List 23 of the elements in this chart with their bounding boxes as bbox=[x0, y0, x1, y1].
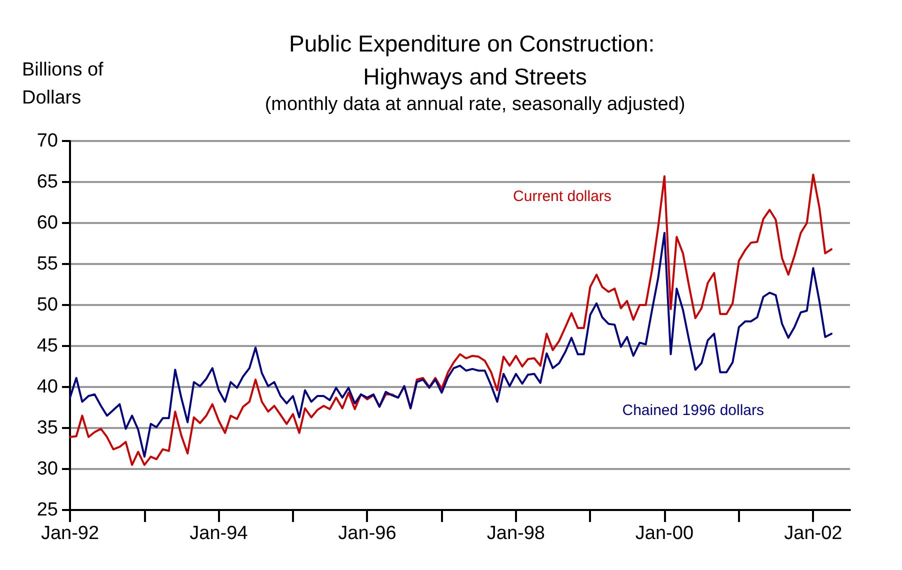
y-tick-label: 70 bbox=[36, 130, 58, 152]
x-tick-label: Jan-96 bbox=[338, 523, 396, 544]
text: Chained 1996 dollars bbox=[622, 402, 764, 419]
y-tick-label: 25 bbox=[36, 500, 58, 520]
x-tick-label: Jan-00 bbox=[635, 523, 694, 544]
line-series bbox=[69, 174, 832, 466]
y-tick-label: 60 bbox=[36, 212, 58, 234]
y-tick-label: 45 bbox=[36, 336, 58, 356]
y-tick-label: 65 bbox=[36, 172, 58, 192]
text: Current dollars bbox=[513, 188, 612, 205]
y-tick-label: 50 bbox=[36, 294, 58, 316]
y-axis-title: Billions of Dollars bbox=[22, 60, 104, 108]
y-tick-label: 35 bbox=[36, 418, 58, 438]
y-tick-label: 55 bbox=[36, 254, 58, 274]
line-series bbox=[69, 232, 832, 458]
x-tick-label: Jan-94 bbox=[190, 523, 248, 544]
y-tick-label: 40 bbox=[36, 376, 58, 398]
chart-subtitle: (monthly data at annual rate, seasonally adjusted) bbox=[264, 94, 686, 115]
x-tick-label: Jan-98 bbox=[486, 523, 545, 544]
y-tick-label: 30 bbox=[36, 458, 58, 480]
chart-title: Public Expenditure on Construction: Highways and Streets bbox=[288, 30, 662, 90]
x-tick-label: Jan-02 bbox=[784, 523, 842, 544]
x-tick-label: Jan-92 bbox=[40, 523, 100, 544]
